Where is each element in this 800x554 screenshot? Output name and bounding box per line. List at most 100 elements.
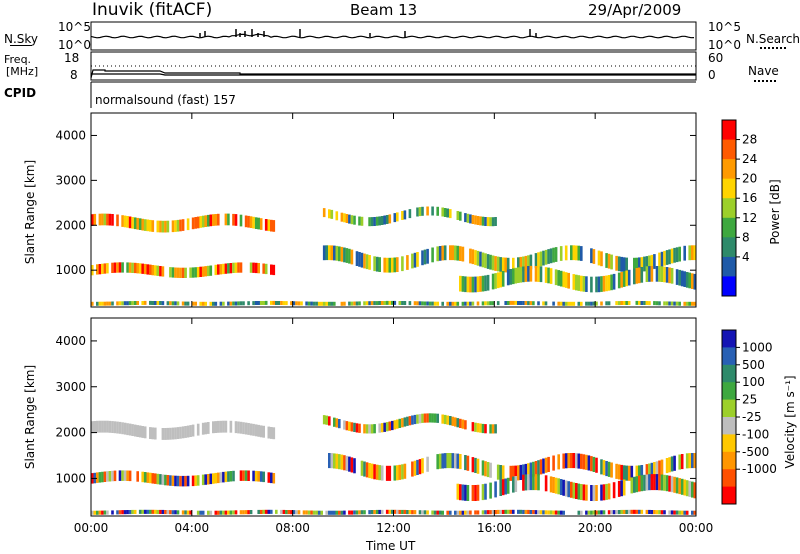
scatter-cell [529, 301, 533, 306]
scatter-cell [668, 457, 671, 473]
scatter-cell [617, 480, 621, 497]
scatter-cell [673, 476, 676, 493]
scatter-cell [567, 481, 570, 498]
scatter-cell [653, 462, 656, 478]
scatter-cell [204, 266, 207, 277]
scatter-cell [159, 301, 162, 305]
scatter-cell [353, 458, 356, 474]
y-tick-label: 2000 [55, 426, 86, 440]
scatter-cell [688, 245, 691, 261]
scatter-cell [600, 301, 603, 306]
scatter-cell [506, 477, 510, 494]
scatter-cell [340, 246, 344, 262]
scatter-cell [529, 474, 533, 491]
scatter-cell [380, 301, 384, 305]
scatter-cell [660, 251, 664, 267]
scatter-cell [486, 462, 490, 478]
scatter-cell [640, 301, 644, 305]
scatter-cell [222, 263, 225, 275]
scatter-cell [449, 510, 452, 515]
scatter-cell [224, 420, 228, 433]
scatter-cell [549, 248, 553, 264]
scatter-cell [534, 253, 538, 268]
scatter-cell [353, 215, 356, 225]
scatter-cell [570, 301, 573, 306]
scatter-cell [416, 459, 419, 475]
scatter-cell [141, 263, 144, 274]
scatter-cell [408, 209, 412, 219]
scatter-cell [232, 213, 235, 226]
scatter-cell [476, 423, 480, 433]
scatter-cell [416, 414, 419, 424]
scatter-cell [464, 510, 467, 515]
scatter-cell [650, 474, 654, 491]
scatter-cell [322, 415, 326, 425]
scatter-cell [537, 460, 540, 476]
scatter-cell [348, 421, 351, 431]
scatter-cell [373, 217, 376, 226]
scatter-cell [161, 428, 165, 440]
scatter-cell [305, 301, 308, 306]
scatter-cell [401, 211, 404, 220]
colorbar-tick-label: 20 [742, 172, 757, 186]
scatter-cell [118, 510, 122, 515]
scatter-cell [688, 480, 691, 497]
scatter-cell [249, 510, 253, 515]
scatter-cell [459, 211, 462, 221]
scatter-cell [161, 509, 165, 514]
scatter-cell [590, 485, 593, 501]
scatter-cell [418, 414, 422, 424]
scatter-cell [358, 510, 361, 515]
scatter-cell [383, 215, 386, 225]
scatter-cell [131, 301, 134, 306]
scatter-cell [446, 453, 449, 469]
scatter-cell [345, 455, 349, 471]
scatter-cell [171, 267, 175, 278]
scatter-cell [648, 463, 651, 479]
scatter-cell [136, 217, 139, 230]
scatter-cell [141, 426, 144, 438]
scatter-cell [179, 219, 182, 232]
scatter-cell [270, 264, 273, 275]
scatter-cell [229, 471, 233, 482]
scatter-cell [348, 510, 351, 515]
scatter-cell [345, 421, 349, 431]
scatter-cell [154, 265, 157, 276]
scatter-cell [683, 245, 686, 261]
scatter-cell [494, 424, 497, 434]
scatter-cell [214, 264, 218, 276]
nsky-spikes [199, 29, 537, 37]
scatter-cell [214, 472, 218, 484]
power-colorbar-label: Power [dB] [768, 179, 782, 245]
scatter-cell [461, 301, 465, 306]
scatter-cell [433, 301, 437, 306]
scatter-cell [393, 213, 397, 223]
scatter-cell [615, 510, 618, 515]
scatter-cell [600, 510, 603, 515]
scatter-cell [627, 269, 631, 286]
colorbar-tick-label: 16 [742, 191, 757, 205]
scatter-cell [98, 420, 102, 433]
scatter-cell [645, 464, 649, 480]
scatter-cell [143, 509, 147, 514]
scatter-cell [385, 422, 389, 432]
x-tick-label: 00:00 [679, 521, 714, 535]
scatter-cell [166, 301, 170, 306]
scatter-cell [522, 256, 525, 272]
scatter-cell [577, 453, 581, 469]
scatter-cell [476, 250, 480, 266]
scatter-cell [471, 457, 475, 473]
scatter-cell [638, 257, 641, 273]
scatter-cell [136, 263, 139, 274]
scatter-cell [557, 270, 560, 286]
scatter-cell [270, 427, 273, 439]
scatter-cell [459, 484, 462, 501]
scatter-cell [658, 474, 661, 491]
scatter-cell [451, 301, 455, 306]
scatter-cell [648, 474, 651, 491]
scatter-cell [227, 263, 230, 274]
scatter-cell [239, 301, 243, 306]
scatter-cell [413, 510, 417, 515]
scatter-cell [181, 301, 185, 306]
scatter-cell [494, 217, 497, 226]
